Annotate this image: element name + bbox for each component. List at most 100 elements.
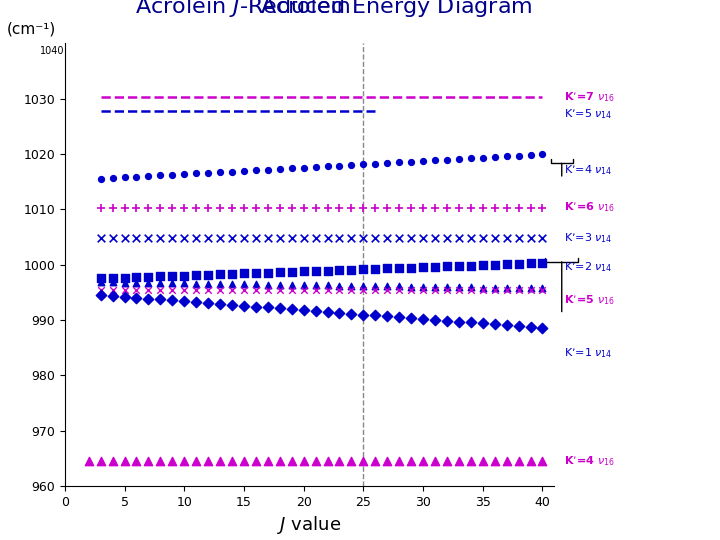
Point: [107, 285, 118, 294]
Point: [119, 273, 130, 282]
Point: [429, 234, 441, 242]
Point: [250, 302, 261, 311]
Point: [155, 295, 166, 304]
Point: [513, 260, 524, 268]
Point: [382, 282, 393, 291]
Point: [465, 203, 477, 212]
Point: [298, 457, 310, 465]
Point: [250, 234, 261, 242]
Point: [322, 285, 333, 294]
Point: [525, 284, 536, 293]
Point: [310, 307, 321, 315]
Point: [166, 296, 178, 305]
Point: [166, 203, 178, 212]
Point: [298, 267, 310, 276]
Point: [525, 285, 536, 294]
Point: [95, 174, 107, 183]
Point: [107, 203, 118, 212]
Point: [155, 171, 166, 180]
Point: [298, 203, 310, 212]
Point: [202, 299, 214, 307]
Point: [298, 281, 310, 289]
Text: K’=3 $\nu_{14}$: K’=3 $\nu_{14}$: [564, 231, 613, 245]
Point: [131, 234, 143, 242]
Point: [119, 285, 130, 294]
Point: [262, 165, 274, 174]
Point: [405, 264, 417, 272]
Text: K’=4 $\nu_{14}$: K’=4 $\nu_{14}$: [564, 163, 613, 177]
Point: [453, 283, 464, 292]
Point: [513, 234, 524, 242]
Point: [107, 292, 118, 300]
Point: [525, 203, 536, 212]
Point: [501, 260, 513, 268]
Point: [525, 151, 536, 159]
Point: [262, 268, 274, 277]
Point: [477, 234, 488, 242]
Text: K’=5 $\nu_{14}$: K’=5 $\nu_{14}$: [564, 107, 613, 121]
Point: [107, 234, 118, 242]
Point: [501, 285, 513, 294]
Text: K’=2 $\nu_{14}$: K’=2 $\nu_{14}$: [564, 260, 613, 274]
Point: [477, 153, 488, 162]
Point: [405, 157, 417, 166]
Point: [166, 272, 178, 280]
Point: [405, 282, 417, 291]
Point: [333, 281, 345, 290]
Point: [226, 234, 238, 242]
Point: [465, 154, 477, 163]
Point: [143, 457, 154, 465]
Point: [274, 165, 286, 173]
Point: [513, 285, 524, 294]
Point: [179, 457, 190, 465]
Point: [358, 203, 369, 212]
Point: [286, 305, 297, 314]
Point: [131, 203, 143, 212]
Point: [346, 281, 357, 290]
Point: [286, 457, 297, 465]
Point: [238, 234, 250, 242]
Point: [226, 269, 238, 278]
Point: [346, 285, 357, 294]
Point: [250, 166, 261, 174]
Point: [310, 285, 321, 294]
Point: [262, 234, 274, 242]
Point: [83, 457, 94, 465]
Point: [405, 457, 417, 465]
Point: [262, 303, 274, 312]
Point: [190, 169, 202, 178]
Point: [501, 234, 513, 242]
Point: [322, 162, 333, 171]
Point: [166, 171, 178, 179]
Point: [418, 282, 429, 291]
Point: [202, 457, 214, 465]
Point: [477, 284, 488, 292]
Point: [465, 318, 477, 327]
Point: [179, 170, 190, 179]
Point: [333, 457, 345, 465]
Point: [393, 313, 405, 321]
Point: [489, 457, 500, 465]
Point: [274, 304, 286, 313]
Point: [382, 264, 393, 273]
Point: [465, 285, 477, 294]
Point: [215, 300, 226, 308]
Point: [441, 262, 453, 271]
Point: [274, 280, 286, 289]
Point: [215, 457, 226, 465]
Point: [107, 457, 118, 465]
Point: [513, 284, 524, 293]
Point: [369, 203, 381, 212]
Point: [226, 457, 238, 465]
Point: [418, 263, 429, 272]
Point: [393, 234, 405, 242]
Point: [143, 234, 154, 242]
Point: [513, 203, 524, 212]
Point: [536, 203, 548, 212]
Text: K’=4 $\nu_{16}$: K’=4 $\nu_{16}$: [564, 454, 615, 468]
Point: [310, 234, 321, 242]
Point: [346, 265, 357, 274]
Point: [382, 312, 393, 321]
Point: [166, 279, 178, 288]
Point: [286, 203, 297, 212]
